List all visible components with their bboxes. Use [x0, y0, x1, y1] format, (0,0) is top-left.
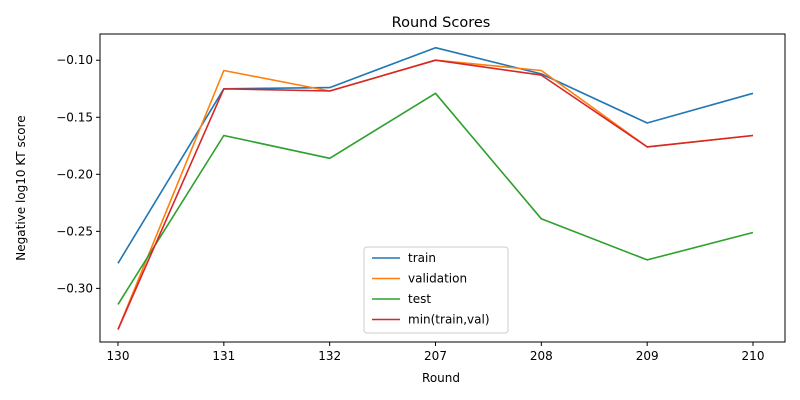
legend-label: validation: [408, 272, 467, 286]
x-tick-label: 130: [107, 349, 130, 363]
legend: train validation test min(train,val): [363, 246, 509, 334]
y-tick-label: −0.20: [56, 167, 93, 181]
series-line-1: [117, 46, 754, 264]
chart-title: Round Scores: [392, 15, 491, 31]
x-tick-label: 132: [318, 349, 341, 363]
x-tick-label: 207: [424, 349, 447, 363]
x-tick-label: 209: [636, 349, 659, 363]
x-axis-title: Round: [422, 371, 460, 385]
y-axis-title: Negative log10 KT score: [14, 115, 28, 260]
y-tick-label: −0.10: [56, 53, 93, 67]
x-tick-label: 210: [742, 349, 765, 363]
x-tick-label: 208: [530, 349, 553, 363]
y-tick-label: −0.30: [56, 281, 93, 295]
legend-label: test: [408, 292, 431, 306]
x-axis: 130 131 132 207 208 209 210: [107, 342, 765, 363]
legend-label: train: [408, 251, 436, 265]
series-layer: [117, 46, 754, 330]
legend-box: [363, 246, 509, 334]
plot-frame: [99, 33, 786, 343]
series-line-3: [117, 92, 754, 305]
legend-label: min(train,val): [408, 313, 490, 327]
y-axis: −0.30 −0.25 −0.20 −0.15 −0.10: [56, 53, 100, 295]
series-line-4: [117, 59, 754, 330]
y-tick-label: −0.25: [56, 224, 93, 238]
x-tick-label: 131: [212, 349, 235, 363]
y-tick-label: −0.15: [56, 110, 93, 124]
